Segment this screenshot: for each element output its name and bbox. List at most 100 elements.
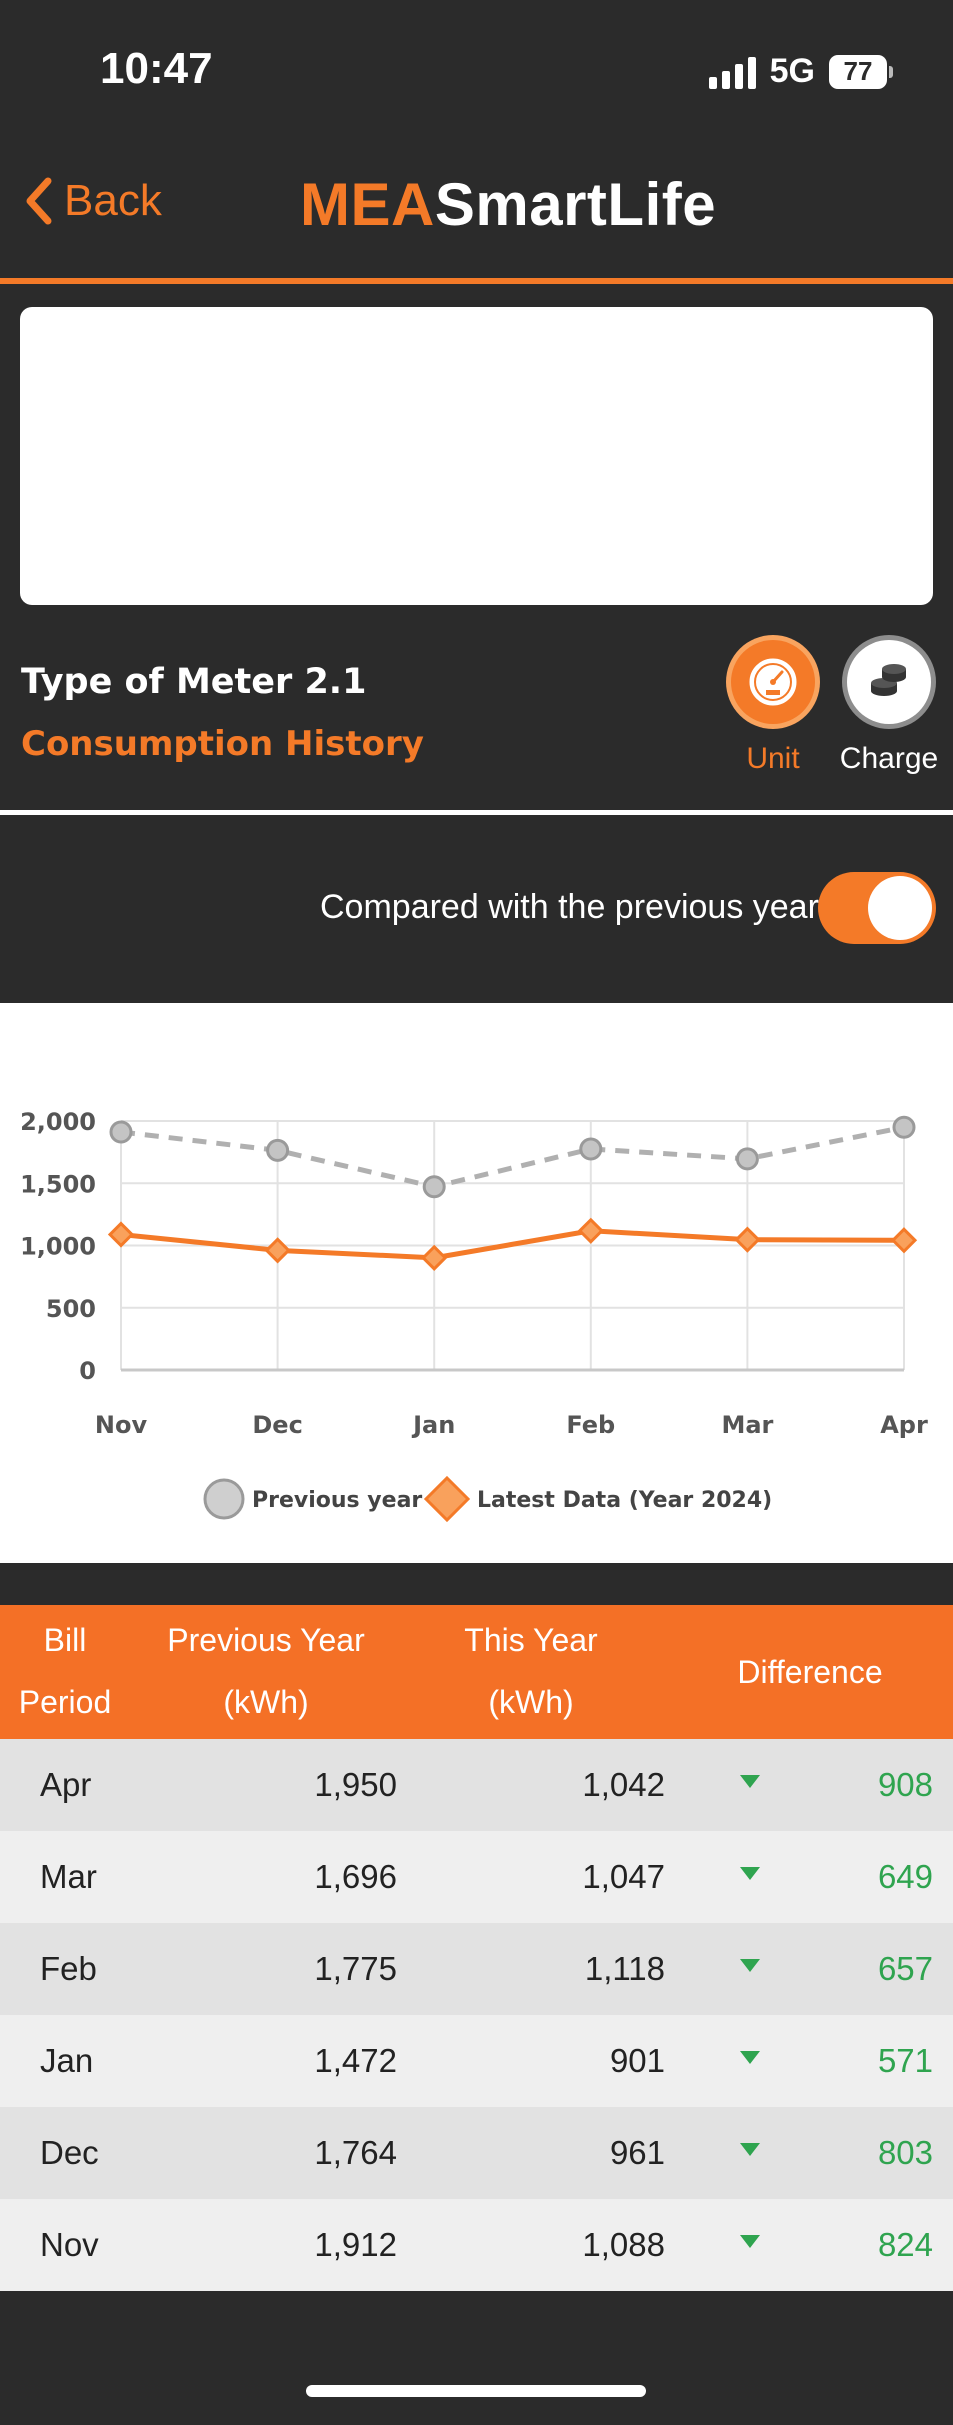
decrease-arrow-icon — [740, 1959, 760, 1972]
decrease-arrow-icon — [740, 1775, 760, 1788]
series-line-0 — [120, 1124, 905, 1190]
cellular-signal-icon — [708, 55, 756, 89]
back-label: Back — [64, 176, 162, 225]
data-point-previous-year — [735, 1147, 759, 1171]
y-tick-label: 2,000 — [20, 1108, 96, 1136]
decrease-arrow-icon — [740, 2051, 760, 2064]
data-point-previous-year — [579, 1137, 603, 1161]
legend-label-latest: Latest Data (Year 2024) — [477, 1488, 772, 1513]
cell-period: Jan — [40, 2042, 94, 2079]
cell-period: Feb — [40, 1950, 97, 1987]
cell-this-year: 1,042 — [582, 1766, 665, 1803]
cell-previous-year: 1,696 — [314, 1858, 397, 1895]
brand-part-1: MEA — [300, 171, 435, 238]
x-tick-label: Dec — [252, 1411, 302, 1439]
meter-gauge-icon — [746, 655, 800, 709]
table-row: Jan 1,472 901 571 — [0, 2015, 953, 2107]
header-prev-2: (kWh) — [223, 1684, 309, 1720]
charge-button-label: Charge — [839, 742, 939, 775]
network-type: 5G — [769, 52, 815, 90]
x-tick-label: Jan — [411, 1411, 455, 1439]
legend-label-previous-year: Previous year — [252, 1488, 422, 1513]
header-prev-1: Previous Year — [167, 1622, 365, 1658]
cell-this-year: 1,088 — [582, 2226, 665, 2263]
cell-previous-year: 1,764 — [314, 2134, 397, 2171]
cell-previous-year: 1,950 — [314, 1766, 397, 1803]
battery-level: 77 — [843, 56, 873, 86]
y-tick-label: 1,000 — [20, 1233, 96, 1261]
data-point-latest — [734, 1226, 761, 1253]
data-point-latest — [107, 1221, 135, 1248]
data-point-previous-year — [422, 1175, 446, 1199]
charge-button[interactable] — [847, 640, 931, 724]
series-line-1 — [120, 1228, 905, 1261]
meter-type-label: Type of Meter 2.1 — [21, 662, 367, 702]
unit-button-label: Unit — [746, 742, 800, 775]
nav-divider — [0, 278, 953, 284]
cell-difference: 824 — [877, 2226, 933, 2263]
cell-previous-year: 1,912 — [314, 2226, 397, 2263]
cell-period: Nov — [40, 2226, 99, 2263]
clock: 10:47 — [100, 44, 213, 93]
coins-icon — [871, 664, 906, 696]
cell-difference: 649 — [877, 1858, 933, 1895]
cell-difference: 803 — [877, 2134, 933, 2171]
cell-previous-year: 1,472 — [314, 2042, 397, 2079]
cell-this-year: 901 — [609, 2042, 665, 2079]
table-row: Nov 1,912 1,088 824 — [0, 2199, 953, 2291]
unit-button[interactable] — [731, 640, 815, 724]
chart-svg: 2,000 1,500 1,000 500 0 Nov Dec Jan Feb Mar Apr Pre… — [20, 1108, 928, 1523]
cell-difference: 657 — [877, 1950, 933, 1987]
y-tick-label: 1,500 — [20, 1170, 96, 1198]
data-point-latest — [890, 1227, 918, 1254]
data-point-latest — [577, 1217, 604, 1244]
section-title: Consumption History — [21, 724, 424, 764]
cell-previous-year: 1,775 — [314, 1950, 397, 1987]
header-difference: Difference — [737, 1654, 883, 1690]
app-logo: MEASmartLife — [300, 170, 716, 239]
table-row: Dec 1,764 961 803 — [0, 2107, 953, 2199]
cell-difference: 908 — [877, 1766, 933, 1803]
battery-icon: 77 — [829, 54, 893, 89]
cell-this-year: 961 — [609, 2134, 665, 2171]
nav-bar: Back MEASmartLife — [0, 140, 953, 282]
banner-area — [20, 307, 933, 605]
compare-toggle[interactable] — [818, 872, 936, 944]
header-this-2: (kWh) — [488, 1684, 574, 1720]
brand-part-2: SmartLife — [434, 171, 717, 238]
consumption-chart: 2,000 1,500 1,000 500 0 Nov Dec Jan Feb Mar Apr Pre… — [0, 1003, 953, 1563]
header-period-2: Period — [18, 1684, 112, 1720]
status-bar: 10:47 5G 77 — [0, 0, 953, 140]
data-point-previous-year — [892, 1115, 916, 1139]
data-point-previous-year — [109, 1120, 133, 1144]
table-header: Bill Period Previous Year (kWh) This Yea… — [0, 1605, 953, 1739]
cell-this-year: 1,047 — [582, 1858, 665, 1895]
cell-this-year: 1,118 — [584, 1950, 665, 1987]
header-period-1: Bill — [43, 1622, 87, 1658]
table-row: Apr 1,950 1,042 908 — [0, 1739, 953, 1831]
back-button[interactable]: Back — [24, 176, 162, 226]
cell-period: Mar — [40, 1858, 97, 1895]
x-tick-label: Mar — [721, 1411, 773, 1439]
x-tick-label: Apr — [880, 1411, 928, 1439]
x-tick-label: Nov — [95, 1411, 148, 1439]
legend-marker-latest — [423, 1475, 471, 1523]
cell-period: Dec — [40, 2134, 99, 2171]
y-tick-label: 0 — [79, 1357, 96, 1385]
header-this-1: This Year — [464, 1622, 598, 1658]
data-point-previous-year — [266, 1138, 290, 1162]
table-row: Feb 1,775 1,118 657 — [0, 1923, 953, 2015]
data-point-latest — [264, 1237, 291, 1264]
table-body: Apr 1,950 1,042 908 Mar 1,696 1,047 649 Feb 1,775… — [0, 1739, 953, 2291]
cell-period: Apr — [40, 1766, 92, 1803]
consumption-table: Bill Period Previous Year (kWh) This Yea… — [0, 1605, 953, 2291]
y-tick-label: 500 — [46, 1295, 96, 1323]
x-tick-label: Feb — [566, 1411, 615, 1439]
status-indicators: 5G 77 — [708, 52, 893, 91]
table-row: Mar 1,696 1,047 649 — [0, 1831, 953, 1923]
compare-label: Compared with the previous year — [320, 888, 819, 926]
decrease-arrow-icon — [740, 2143, 760, 2156]
section-divider — [0, 810, 953, 815]
data-point-latest — [421, 1244, 448, 1271]
home-indicator[interactable] — [306, 2385, 646, 2397]
